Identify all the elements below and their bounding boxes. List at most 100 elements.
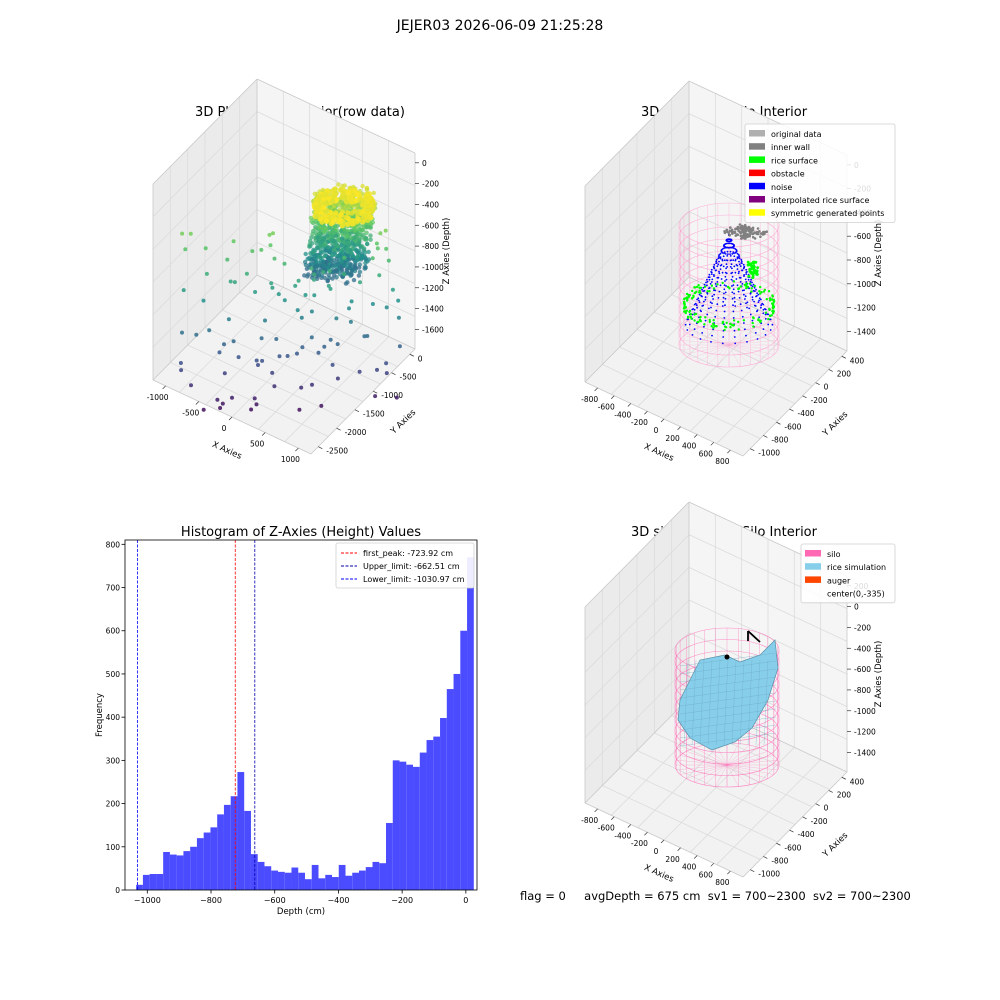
z-tick-label: -1000	[422, 263, 444, 272]
data-point	[397, 344, 402, 349]
noise-point	[717, 297, 720, 299]
data-point	[326, 195, 332, 201]
data-point	[249, 407, 254, 412]
data-point	[300, 345, 305, 350]
data-point	[323, 263, 328, 269]
histogram-bar	[365, 867, 373, 890]
surface-mesh-line	[679, 716, 777, 731]
noise-point	[738, 257, 741, 260]
data-point	[319, 403, 324, 408]
x-axis-label: X Axies	[642, 442, 675, 464]
rice-surface-point	[699, 291, 702, 294]
noise-point	[758, 299, 760, 302]
histogram-bar	[176, 855, 184, 890]
noise-point	[708, 307, 710, 310]
surface-mesh-line	[747, 659, 753, 746]
noise-point	[725, 263, 728, 266]
histogram-bar	[163, 851, 170, 890]
data-point	[218, 406, 223, 410]
y-tick-label: -800	[771, 435, 788, 444]
x-tick	[627, 824, 632, 828]
data-point	[293, 283, 298, 288]
inner-wall-point	[737, 225, 740, 229]
noise-point	[767, 323, 770, 326]
noise-point	[746, 301, 749, 304]
inner-wall-point	[742, 231, 745, 235]
noise-point	[727, 253, 729, 256]
noise-point	[708, 278, 711, 281]
noise-point	[735, 278, 738, 280]
noise-point	[746, 306, 748, 309]
noise-point	[741, 315, 744, 318]
rice-surface-point	[768, 307, 771, 311]
data-point	[308, 215, 314, 221]
rice-surface-point	[688, 294, 691, 297]
rice-surface-point	[712, 287, 716, 290]
noise-point	[743, 266, 745, 269]
noise-point	[723, 259, 726, 262]
noise-point	[767, 313, 770, 316]
noise-point	[758, 316, 760, 319]
noise-point	[764, 308, 767, 311]
rice-surface-point	[716, 283, 719, 286]
data-point	[225, 257, 230, 262]
noise-point	[704, 319, 707, 322]
histogram-bar	[311, 864, 319, 890]
surface-mesh-line	[679, 732, 777, 747]
data-point	[319, 273, 325, 278]
data-point	[276, 292, 281, 297]
rice-surface-point	[759, 320, 762, 324]
y-tick	[776, 421, 781, 425]
rice-surface-point	[728, 287, 731, 290]
z-tick-label: -1200	[422, 284, 444, 293]
flag-status: flag = 0	[520, 889, 566, 903]
noise-point	[720, 264, 723, 266]
silo-floor-spoke	[728, 335, 775, 346]
data-point	[352, 268, 358, 274]
noise-point	[696, 298, 698, 301]
inner-wall-point	[743, 226, 747, 229]
classify-3d-panel: 3D classify of Silo Interior-800-600-400…	[581, 80, 896, 466]
data-point	[178, 361, 183, 365]
histogram-bar	[277, 871, 285, 890]
legend-label: symmetric generated points	[771, 209, 884, 218]
noise-point	[699, 309, 702, 312]
histogram-bar	[392, 760, 400, 890]
data-point	[365, 217, 371, 224]
rice-surface-point	[771, 294, 774, 297]
rice-surface-point	[686, 316, 690, 319]
noise-point	[708, 287, 710, 290]
noise-point	[711, 302, 713, 305]
inner-wall-point	[747, 225, 751, 229]
rice-surface-point	[760, 291, 763, 294]
y-tick	[318, 446, 323, 449]
data-point	[303, 251, 308, 257]
x-tick	[594, 808, 598, 813]
silo-floor-spoke	[726, 759, 778, 766]
center-marker	[724, 654, 730, 660]
rice-surface-point	[759, 285, 762, 289]
axis-edge	[584, 276, 690, 383]
z-tick-label: -1000	[854, 707, 876, 716]
z-tick-label: -600	[854, 665, 871, 674]
noise-point	[721, 248, 724, 250]
data-point	[183, 247, 188, 252]
data-point	[267, 232, 272, 237]
y-tick-label: -2500	[326, 447, 348, 456]
data-point	[252, 396, 257, 401]
noise-point	[693, 303, 696, 306]
silo-floor-spoke	[726, 764, 778, 771]
x-tick-label: -1000	[147, 393, 169, 402]
surface-mesh-line	[679, 692, 777, 707]
noise-point	[722, 265, 725, 268]
sv1-status: sv1 = 700~2300	[707, 889, 806, 903]
legend-label: Upper_limit: -662.51 cm	[363, 562, 460, 571]
noise-point	[716, 303, 719, 306]
rice-surface-point	[708, 318, 711, 322]
data-point	[303, 293, 308, 297]
data-point	[343, 214, 349, 220]
z-tick-label: -400	[422, 200, 439, 209]
data-point	[324, 248, 329, 253]
data-point	[339, 242, 344, 248]
data-point	[373, 394, 378, 399]
